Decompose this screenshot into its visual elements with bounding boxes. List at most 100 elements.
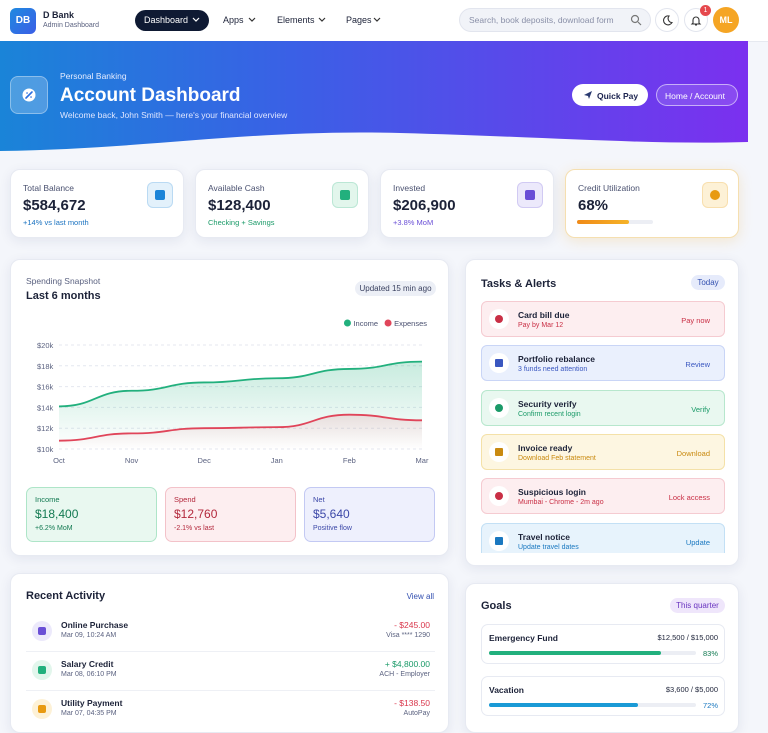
goal-amount: $3,600 / $5,000 <box>665 685 718 694</box>
stat-icon <box>702 182 728 208</box>
updated-badge: Updated 15 min ago <box>355 281 436 296</box>
x-tick-label: Feb <box>343 456 356 465</box>
task-action[interactable]: Verify <box>691 404 710 414</box>
quick-pay-button[interactable] <box>572 84 648 106</box>
utilization-bar <box>577 220 629 224</box>
summary-note: Positive flow <box>313 525 352 532</box>
task-title: Security verify <box>518 398 577 409</box>
task-icon-glyph <box>495 536 503 545</box>
stat-icon-glyph <box>525 190 535 200</box>
activity-time: Mar 09, 10:24 AM <box>61 632 117 639</box>
hero: Personal Banking Account Dashboard Welco… <box>0 41 748 153</box>
goal-percent: 83% <box>702 649 718 658</box>
activity-method: AutoPay <box>403 710 430 717</box>
hero-title: Account Dashboard <box>60 85 241 106</box>
brand: D Bank <box>43 10 75 20</box>
stat-card: Invested $206,900 +3.8% MoM <box>380 169 554 238</box>
stat-value: 68% <box>578 197 609 214</box>
task-action[interactable]: Download <box>676 448 710 458</box>
task-icon-glyph <box>495 359 503 368</box>
y-tick-label: $10k <box>37 445 54 454</box>
activity-time: Mar 07, 04:35 PM <box>61 710 117 717</box>
task-title: Invoice ready <box>518 442 573 453</box>
stat-icon-glyph <box>340 190 350 200</box>
stat-card: Credit Utilization 68% <box>565 169 739 238</box>
task-item[interactable]: Portfolio rebalance 3 funds need attentio… <box>481 345 725 382</box>
nav-item[interactable]: Dashboard <box>144 15 189 25</box>
brand-subtitle: Admin Dashboard <box>43 22 100 29</box>
notification-badge: 1 <box>700 5 711 16</box>
search-box[interactable] <box>459 8 651 32</box>
view-all-link[interactable]: View all <box>406 592 434 601</box>
tasks-title: Tasks & Alerts <box>481 278 557 290</box>
stat-value: $128,400 <box>208 197 271 214</box>
task-action[interactable]: Lock access <box>668 493 710 503</box>
stat-icon-glyph <box>155 190 165 200</box>
y-tick-label: $16k <box>37 383 54 392</box>
task-action[interactable]: Review <box>685 360 710 370</box>
task-icon-glyph <box>495 403 503 412</box>
stat-note: +3.8% MoM <box>393 218 434 227</box>
topbar: DB D Bank Admin Dashboard Dashboard Apps… <box>0 0 768 42</box>
activity-time: Mar 08, 06:10 PM <box>61 671 117 678</box>
nav-item[interactable]: Apps <box>223 15 244 25</box>
summary-value: $18,400 <box>35 507 79 521</box>
legend-label: Expenses <box>394 319 427 328</box>
line <box>58 413 423 442</box>
activity-amount: - $138.50 <box>394 698 430 708</box>
logo[interactable]: DB <box>10 8 36 34</box>
breadcrumb-pill[interactable] <box>656 84 738 106</box>
activity-icon-glyph <box>38 666 46 674</box>
y-tick-label: $18k <box>37 362 54 371</box>
bell-icon <box>690 16 702 26</box>
nav-carets <box>192 17 381 22</box>
goal-item: Vacation $3,600 / $5,000 72% <box>481 676 725 716</box>
hero-wave <box>0 132 748 153</box>
task-item[interactable]: Invoice ready Download Feb statement Downl… <box>481 433 725 470</box>
summary-value: $5,640 <box>313 507 350 521</box>
summary-label: Net <box>313 495 325 504</box>
task-title: Travel notice <box>518 531 570 542</box>
summary-note: -2.1% vs last <box>174 525 215 532</box>
x-tick-label: Mar <box>416 456 429 465</box>
nav-item[interactable]: Elements <box>277 15 315 25</box>
task-item[interactable]: Card bill due Pay by Mar 12 Pay now <box>481 301 725 337</box>
notifications[interactable] <box>684 8 708 32</box>
activity-divider <box>26 690 435 691</box>
stat-note: +14% vs last month <box>23 218 89 227</box>
summary-label: Spend <box>174 495 196 504</box>
task-icon-glyph <box>495 447 503 456</box>
goals-badge: This quarter <box>670 598 725 613</box>
stat-icon <box>147 182 173 208</box>
activity-title: Salary Credit <box>61 659 114 669</box>
task-action[interactable]: Update <box>685 537 710 547</box>
task-item[interactable]: Suspicious login Mumbai - Chrome - 2m ago… <box>481 478 725 515</box>
legend-swatch <box>343 319 351 327</box>
goals-title: Goals <box>481 600 512 612</box>
task-item[interactable]: Travel notice Update travel dates Update <box>481 522 725 553</box>
stat-note: Checking + Savings <box>208 218 275 227</box>
activity-divider <box>26 651 435 652</box>
task-action[interactable]: Pay now <box>681 316 710 325</box>
goals-card: Goals This quarter Emergency Fund $12,500… <box>465 583 739 733</box>
task-title: Suspicious login <box>518 487 587 498</box>
hero-icon <box>22 88 36 102</box>
task-icon-glyph <box>495 492 503 501</box>
stat-card: Available Cash $128,400 Checking + Savings <box>195 169 369 238</box>
theme-toggle[interactable] <box>655 8 679 32</box>
avatar[interactable]: ML <box>713 7 739 33</box>
task-item[interactable]: Security verify Confirm recent login Verif… <box>481 389 725 426</box>
summary-card: Income $18,400 +6.2% MoM <box>26 487 157 542</box>
activity-method: ACH - Employer <box>379 671 430 678</box>
stat-label: Available Cash <box>208 183 265 193</box>
send-icon <box>584 91 592 99</box>
nav-item[interactable]: Pages <box>346 15 372 25</box>
goal-bar <box>489 651 661 655</box>
line-chart: $10k $12k $14k $16k $18k $20k Oct Nov Dec Jan Feb M… <box>37 319 429 465</box>
activity-card: Recent Activity View all Online Purchase… <box>10 573 449 733</box>
spending-card: Spending Snapshot Last 6 months Updated … <box>10 259 449 556</box>
nav-active-pill[interactable] <box>135 10 209 31</box>
task-detail: 3 funds need attention <box>518 366 588 374</box>
stat-value: $206,900 <box>393 197 456 214</box>
